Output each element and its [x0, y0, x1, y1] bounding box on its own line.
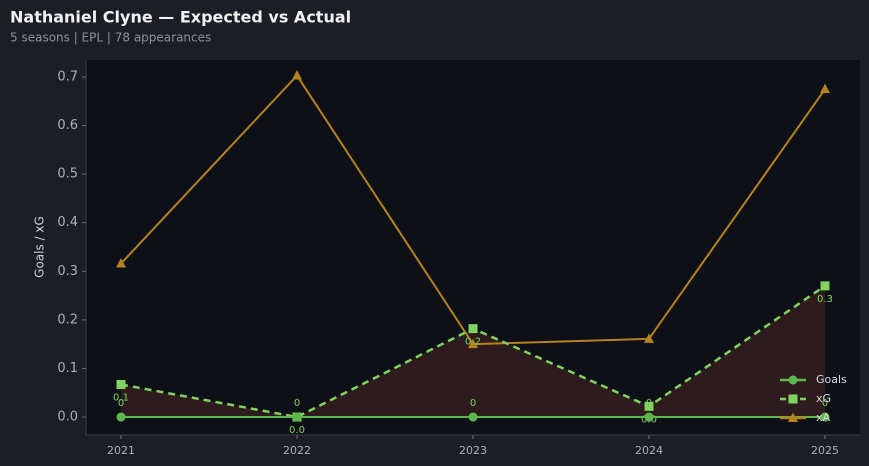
chart-title: Nathaniel Clyne — Expected vs Actual — [10, 8, 351, 27]
point — [116, 379, 126, 389]
y-tick-label: 0.1 — [57, 361, 78, 376]
y-tick-label: 0.6 — [57, 118, 78, 133]
y-tick-label: 0.7 — [57, 70, 78, 85]
legend-label: Goals — [816, 373, 847, 386]
y-tick-label: 0.3 — [57, 264, 78, 279]
point — [468, 338, 478, 349]
y-tick-label: 0.2 — [57, 312, 78, 327]
point — [788, 394, 798, 404]
y-tick-label: 0.5 — [57, 167, 78, 182]
chart-subtitle: 5 seasons | EPL | 78 appearances — [10, 31, 211, 45]
point — [820, 83, 830, 94]
x-tick-label: 2024 — [635, 444, 663, 457]
point — [788, 375, 798, 385]
point — [116, 258, 126, 268]
point — [644, 412, 654, 422]
value-label: 0 — [822, 398, 828, 409]
x-tick-label: 2025 — [811, 444, 839, 457]
point — [116, 412, 126, 422]
value-label: 0 — [646, 398, 652, 409]
point — [788, 412, 798, 422]
y-tick-label: 0.4 — [57, 215, 78, 230]
value-label: 0.3 — [817, 294, 833, 305]
legend-label: xG — [816, 392, 831, 405]
value-label: 0.2 — [465, 337, 481, 348]
point — [820, 412, 830, 422]
value-label: 0 — [118, 398, 124, 409]
point — [292, 70, 302, 80]
value-label: 0.0 — [289, 425, 305, 436]
point — [468, 412, 478, 422]
x-tick-label: 2022 — [283, 444, 311, 457]
point — [644, 333, 654, 343]
x-tick-label: 2023 — [459, 444, 487, 457]
area — [121, 285, 825, 418]
point — [820, 281, 830, 291]
value-label: 0 — [470, 398, 476, 409]
legend-label: xA — [816, 411, 831, 424]
point — [468, 324, 478, 334]
point — [292, 412, 302, 422]
value-label: 0.1 — [113, 392, 129, 403]
y-axis-label: Goals / xG — [33, 216, 47, 278]
x-tick-label: 2021 — [107, 444, 135, 457]
point — [644, 401, 654, 411]
value-label: 0 — [294, 398, 300, 409]
y-tick-label: 0.0 — [57, 410, 78, 425]
